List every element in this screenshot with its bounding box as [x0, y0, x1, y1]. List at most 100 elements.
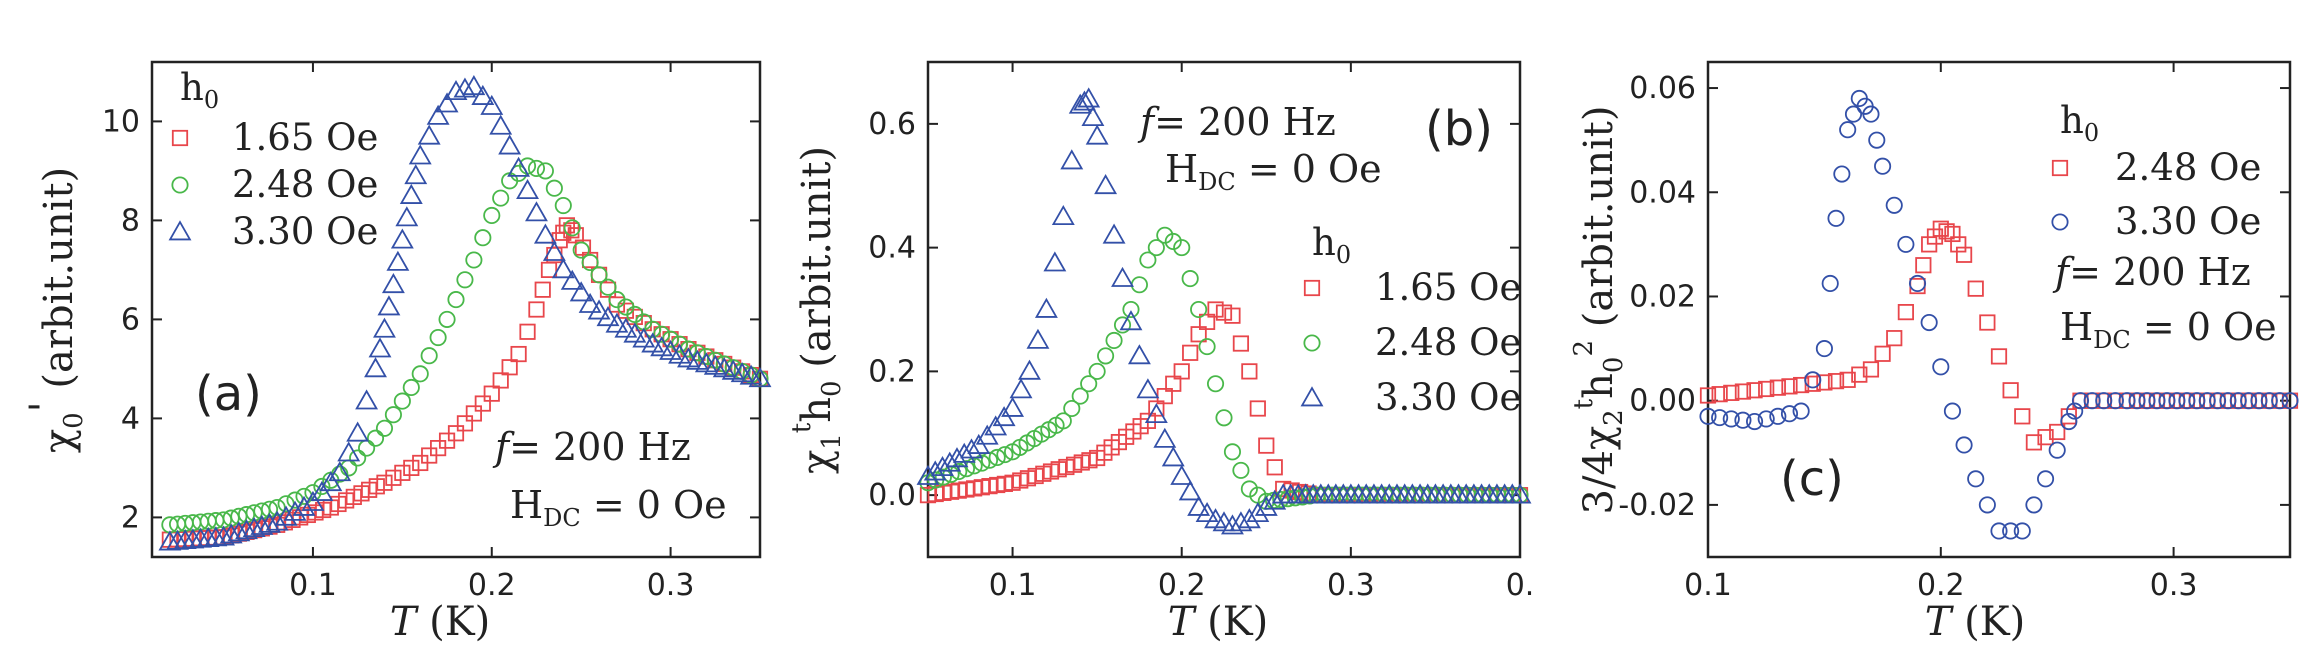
data-point	[1198, 313, 1216, 330]
data-point	[1950, 236, 1967, 253]
data-point	[934, 468, 952, 486]
data-point	[1144, 402, 1168, 424]
data-point	[1085, 124, 1109, 145]
data-point	[1221, 514, 1244, 535]
data-point	[2229, 392, 2247, 410]
data-point	[219, 523, 243, 544]
field-annotation: HDC = 0 Oe	[2060, 305, 2277, 354]
data-point	[1955, 436, 1973, 454]
legend-label: 1.65 Oe	[232, 116, 378, 159]
data-point	[1130, 276, 1148, 294]
data-point	[1246, 501, 1270, 523]
data-point	[2158, 392, 2176, 410]
y-tick-label: 6	[121, 302, 140, 337]
data-point	[1153, 427, 1177, 448]
data-point	[1223, 443, 1242, 461]
data-point	[456, 271, 474, 289]
data-point	[1139, 251, 1157, 269]
data-point	[1094, 174, 1118, 195]
data-point	[572, 241, 590, 259]
data-point	[1119, 310, 1143, 331]
data-point	[274, 505, 298, 526]
data-point	[1054, 412, 1072, 430]
frequency-annotation: f= 200 Hz	[492, 425, 691, 469]
y-axis-label: 3/4χ2th02 (arbit.unit)	[1569, 106, 1629, 515]
data-point	[1043, 251, 1067, 272]
data-point	[2025, 434, 2043, 451]
data-point	[386, 250, 410, 271]
x-axis-label: T (K)	[1925, 599, 2026, 645]
data-point	[384, 406, 402, 424]
data-point	[435, 92, 459, 113]
data-point	[560, 269, 584, 290]
data-point	[1821, 274, 1839, 292]
data-point	[227, 521, 251, 542]
field-annotation: HDC = 0 Oe	[1165, 147, 1382, 196]
data-point	[373, 317, 396, 338]
data-point	[1746, 412, 1764, 431]
data-point	[1113, 316, 1132, 334]
data-point	[411, 365, 429, 383]
data-point	[355, 389, 379, 410]
panel-label: (a)	[195, 366, 262, 422]
data-point	[1967, 280, 1984, 297]
data-point	[1990, 348, 2008, 365]
plot-frame	[150, 60, 762, 559]
data-point	[697, 347, 715, 366]
data-point	[1111, 266, 1134, 287]
data-point	[1263, 489, 1287, 510]
data-point	[581, 253, 599, 272]
data-point	[1122, 300, 1140, 319]
data-point	[1249, 400, 1266, 417]
data-point	[527, 159, 546, 177]
data-point	[525, 201, 548, 222]
data-point	[1051, 204, 1075, 226]
data-point	[492, 189, 510, 207]
data-point	[1978, 496, 1996, 514]
data-point	[358, 439, 376, 457]
data-point	[438, 310, 456, 328]
legend-label: 2.48 Oe	[2115, 146, 2261, 189]
data-point	[1254, 495, 1278, 516]
plot-frame	[926, 60, 1522, 559]
data-point	[1944, 225, 1961, 243]
data-point	[1839, 121, 1857, 139]
data-point	[1161, 446, 1185, 467]
data-point	[605, 312, 629, 333]
data-point	[1034, 297, 1058, 318]
data-point	[1215, 409, 1233, 427]
data-point	[1182, 344, 1199, 361]
data-point	[1816, 374, 1833, 391]
data-point	[1060, 149, 1084, 170]
data-point	[590, 266, 608, 284]
legend-title: h0	[1312, 221, 1351, 269]
y-tick-label: 0.6	[868, 107, 916, 142]
data-point	[1026, 328, 1050, 349]
data-point	[510, 345, 527, 363]
y-tick-label: 0.06	[1629, 71, 1696, 106]
data-point	[1844, 105, 1863, 123]
data-point	[1874, 345, 1891, 362]
data-point	[519, 323, 536, 340]
data-point	[1897, 235, 1915, 253]
data-point	[1804, 371, 1822, 389]
x-tick-label: 0.1	[1684, 568, 1732, 603]
panel-label: (b)	[1425, 101, 1493, 157]
data-point	[395, 206, 419, 227]
legend-marker	[2051, 159, 2069, 177]
data-point	[2240, 392, 2258, 410]
data-point	[1932, 358, 1950, 376]
y-tick-label: -0.02	[1618, 488, 1696, 523]
data-point	[1275, 480, 1292, 498]
data-point	[1147, 239, 1165, 257]
data-point	[1077, 87, 1101, 108]
data-point	[653, 325, 671, 343]
data-point	[1746, 382, 1763, 399]
data-point	[337, 441, 361, 462]
data-point	[1190, 300, 1208, 319]
data-point	[1229, 511, 1253, 532]
data-point	[1711, 386, 1728, 403]
data-point	[980, 451, 999, 469]
x-tick-label: 0.2	[468, 568, 516, 603]
data-point	[1001, 396, 1025, 417]
